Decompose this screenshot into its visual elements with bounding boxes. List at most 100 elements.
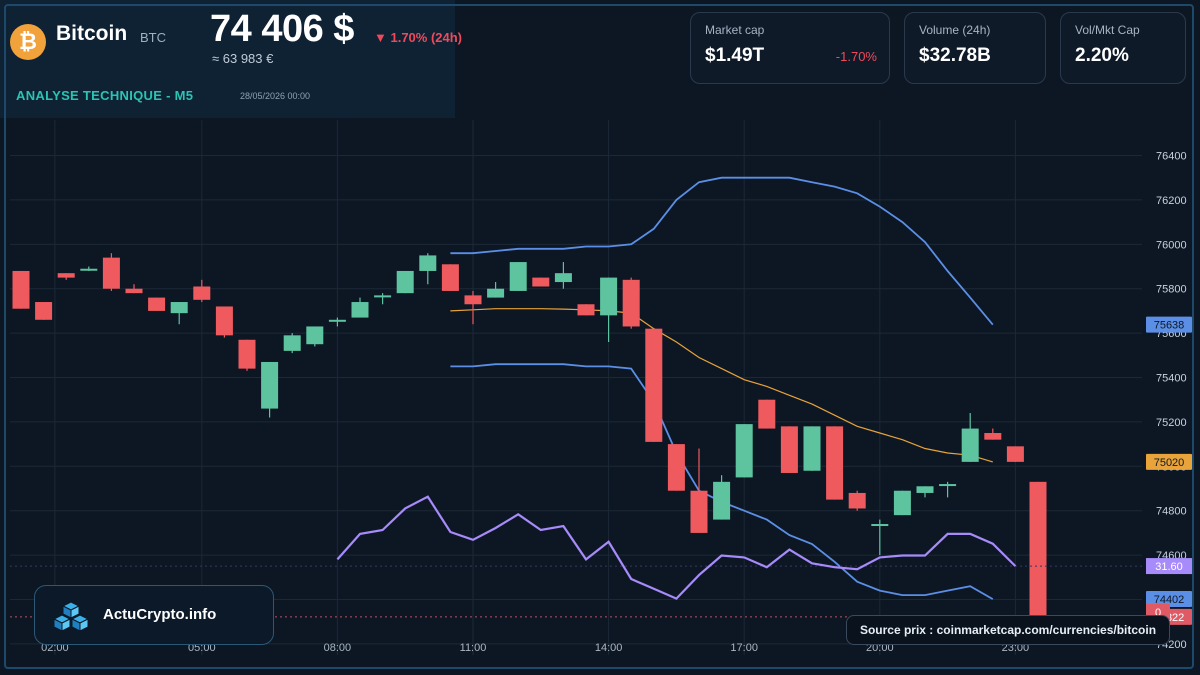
candle-down	[193, 286, 211, 300]
rsi-line	[336, 495, 1017, 600]
candle-down	[780, 426, 798, 473]
candle-up	[893, 490, 911, 516]
candle-down	[1006, 446, 1024, 462]
brand-badge[interactable]: ActuCrypto.info	[34, 585, 274, 645]
candle-down	[148, 297, 166, 311]
candle-up	[374, 295, 392, 298]
brand-name: ActuCrypto.info	[103, 606, 217, 623]
x-tick-label: 17:00	[730, 642, 758, 654]
market-cap-label: Market cap	[705, 23, 765, 37]
candle-down	[238, 339, 256, 369]
analysis-date: 28/05/2026 00:00	[240, 91, 311, 101]
x-tick-label: 20:00	[866, 642, 894, 654]
candle-up	[328, 319, 346, 322]
change-24h: ▼ 1.70% (24h)	[374, 30, 463, 45]
candle-up	[939, 484, 957, 487]
candle-up	[735, 424, 753, 478]
sma-badge: 75020	[1154, 457, 1185, 469]
coin-name: Bitcoin	[56, 22, 128, 45]
coin-symbol: BTC	[140, 30, 166, 45]
candle-down	[125, 288, 143, 294]
analysis-title: ANALYSE TECHNIQUE - M5	[16, 88, 194, 103]
rsi-zero-badge: 0	[1155, 607, 1161, 619]
volume-label: Volume (24h)	[919, 23, 991, 37]
volume-card: Volume (24h) $32.78B	[904, 12, 1046, 84]
candle-up	[803, 426, 821, 471]
x-tick-label: 02:00	[41, 642, 69, 654]
candle-down	[1029, 481, 1047, 617]
candle-down	[102, 257, 120, 289]
lower-band-badge: 74402	[1154, 594, 1185, 606]
rsi-badge-bg	[1146, 558, 1192, 575]
price-usd: 74 406 $	[210, 8, 354, 50]
market-cap-value: $1.49T	[705, 45, 765, 66]
market-cap-change: -1.70%	[835, 49, 877, 64]
candle-up	[80, 268, 98, 271]
candle-down	[826, 426, 844, 500]
rsi-layer	[10, 495, 1142, 600]
vol-mkt-cap-value: 2.20%	[1075, 45, 1129, 66]
candle-down	[57, 273, 75, 278]
y-tick-label: 75200	[1156, 417, 1187, 429]
candle-down	[35, 302, 53, 320]
x-tick-label: 11:00	[460, 642, 487, 654]
candle-up	[961, 428, 979, 462]
candle-down	[577, 304, 595, 316]
upper-band-badge-bg	[1146, 316, 1192, 333]
candle-up	[261, 361, 279, 409]
x-tick-label: 05:00	[188, 642, 216, 654]
candle-down	[667, 444, 685, 491]
lower-band-badge-bg	[1146, 591, 1192, 608]
candle-up	[509, 262, 527, 291]
candle-up	[170, 302, 188, 314]
y-tick-label: 75800	[1156, 284, 1187, 296]
candle-up	[283, 335, 301, 351]
candles-layer	[10, 253, 1142, 622]
candle-up	[916, 486, 934, 493]
candle-up	[396, 270, 414, 294]
y-tick-label: 74800	[1156, 506, 1187, 518]
y-tick-label: 76200	[1156, 195, 1187, 207]
candle-down	[848, 492, 866, 509]
y-tick-label: 76400	[1156, 151, 1187, 163]
vol-mkt-cap-card: Vol/Mkt Cap 2.20%	[1060, 12, 1186, 84]
candle-down	[441, 264, 459, 291]
volume-value: $32.78B	[919, 45, 991, 66]
candle-up	[351, 302, 369, 318]
source-link[interactable]: Source prix : coinmarketcap.com/currenci…	[846, 615, 1170, 645]
y-tick-label: 76000	[1156, 239, 1187, 251]
x-tick-label: 14:00	[595, 642, 623, 654]
sma-line	[450, 308, 993, 463]
candle-up	[419, 255, 437, 271]
candle-down	[215, 306, 233, 336]
candle-down	[532, 277, 550, 287]
candle-up	[871, 524, 889, 527]
x-tick-label: 08:00	[324, 642, 352, 654]
candle-down	[984, 433, 1002, 440]
vol-mkt-cap-label: Vol/Mkt Cap	[1075, 23, 1140, 37]
candle-down	[645, 328, 663, 442]
bitcoin-icon: ₿	[10, 24, 46, 60]
market-cap-card: Market cap $1.49T -1.70%	[690, 12, 890, 84]
sma-badge-bg	[1146, 453, 1192, 470]
candle-up	[713, 481, 731, 520]
candle-down	[690, 490, 708, 533]
candle-up	[306, 326, 324, 345]
header-panel	[0, 0, 455, 118]
bollinger-upper-line	[450, 176, 994, 326]
candle-down	[464, 295, 482, 305]
candle-down	[622, 279, 640, 327]
candle-down	[12, 270, 30, 309]
rsi-badge: 31.60	[1155, 561, 1183, 573]
candle-up	[487, 288, 505, 298]
price-eur: ≈ 63 983 €	[212, 51, 274, 66]
cubes-logo-icon	[52, 601, 90, 632]
x-tick-label: 23:00	[1002, 642, 1030, 654]
candle-up	[554, 273, 572, 283]
y-tick-label: 75400	[1156, 373, 1187, 385]
upper-band-badge: 75638	[1154, 320, 1185, 332]
candle-down	[758, 399, 776, 429]
candle-up	[600, 277, 618, 316]
